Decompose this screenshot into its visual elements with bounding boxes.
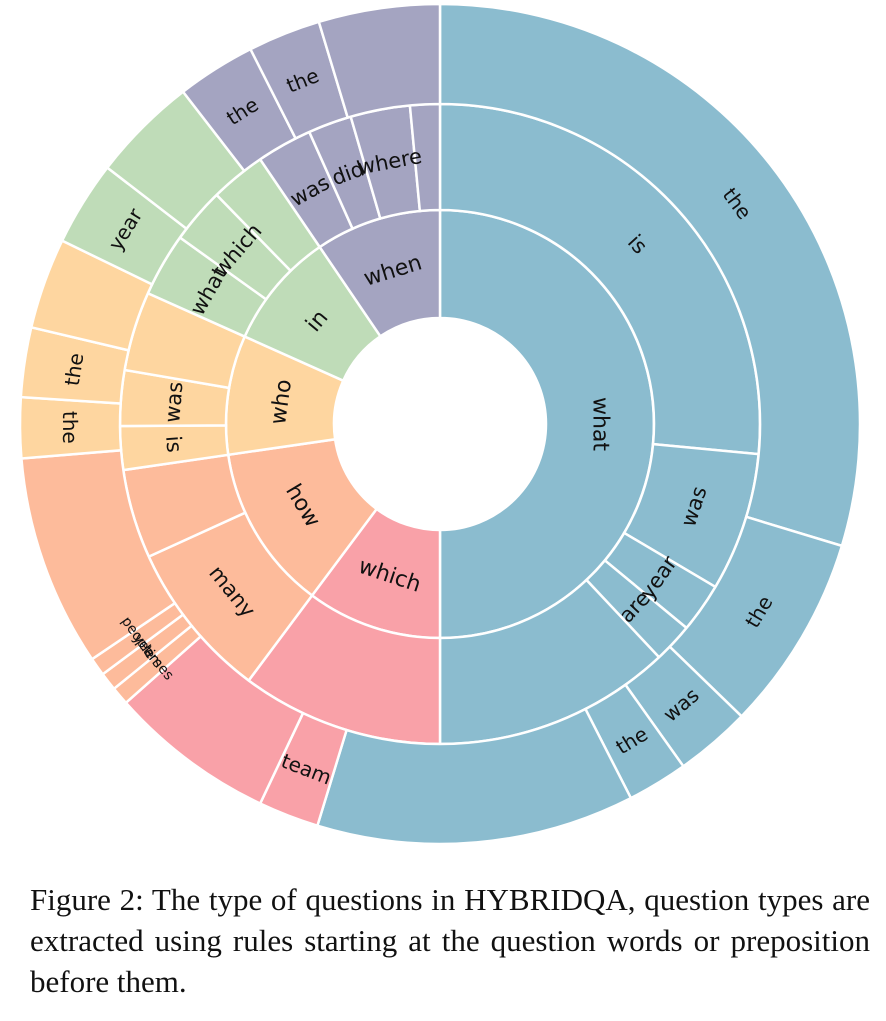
sunburst-label-ring2-is: is	[161, 435, 186, 454]
sunburst-chart: whatwhichhowwhoinwheniswasyeararemanyisw…	[18, 2, 862, 846]
caption-dataset-h: H	[464, 882, 487, 917]
sunburst-label-ring1-what: what	[588, 397, 613, 451]
caption-prefix: Figure 2: The type of questions in	[30, 882, 465, 917]
sunburst-label-ring2-was: was	[160, 381, 187, 424]
sunburst-wedge-ring3-unlabeled-18	[317, 2, 442, 120]
sunburst-label-ring1-who: who	[266, 378, 297, 426]
sunburst-label-ring3-the: the	[60, 351, 89, 387]
sunburst-wedges	[18, 2, 862, 846]
caption-dataset-ybrid: YBRID	[486, 882, 583, 917]
sunburst-wedge-ring3-the-0	[438, 2, 862, 548]
caption-suffix: , question types are extracted using rul…	[30, 882, 870, 999]
figure-caption: Figure 2: The type of questions in HYBRI…	[30, 880, 870, 1003]
caption-dataset-qa: QA	[582, 882, 628, 917]
sunburst-label-ring3-the: the	[58, 411, 82, 444]
